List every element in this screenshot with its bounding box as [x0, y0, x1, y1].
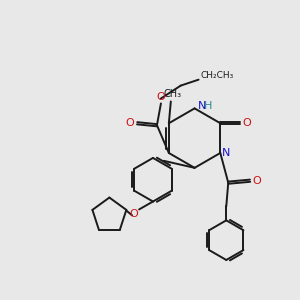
Text: O: O	[126, 118, 135, 128]
Text: CH₃: CH₃	[164, 88, 182, 98]
Text: O: O	[253, 176, 261, 186]
Text: N: N	[222, 148, 230, 158]
Text: H: H	[204, 101, 213, 111]
Text: O: O	[243, 118, 251, 128]
Text: CH₂CH₃: CH₂CH₃	[200, 71, 234, 80]
Text: N: N	[198, 101, 207, 111]
Text: O: O	[130, 209, 139, 219]
Text: O: O	[157, 92, 165, 101]
